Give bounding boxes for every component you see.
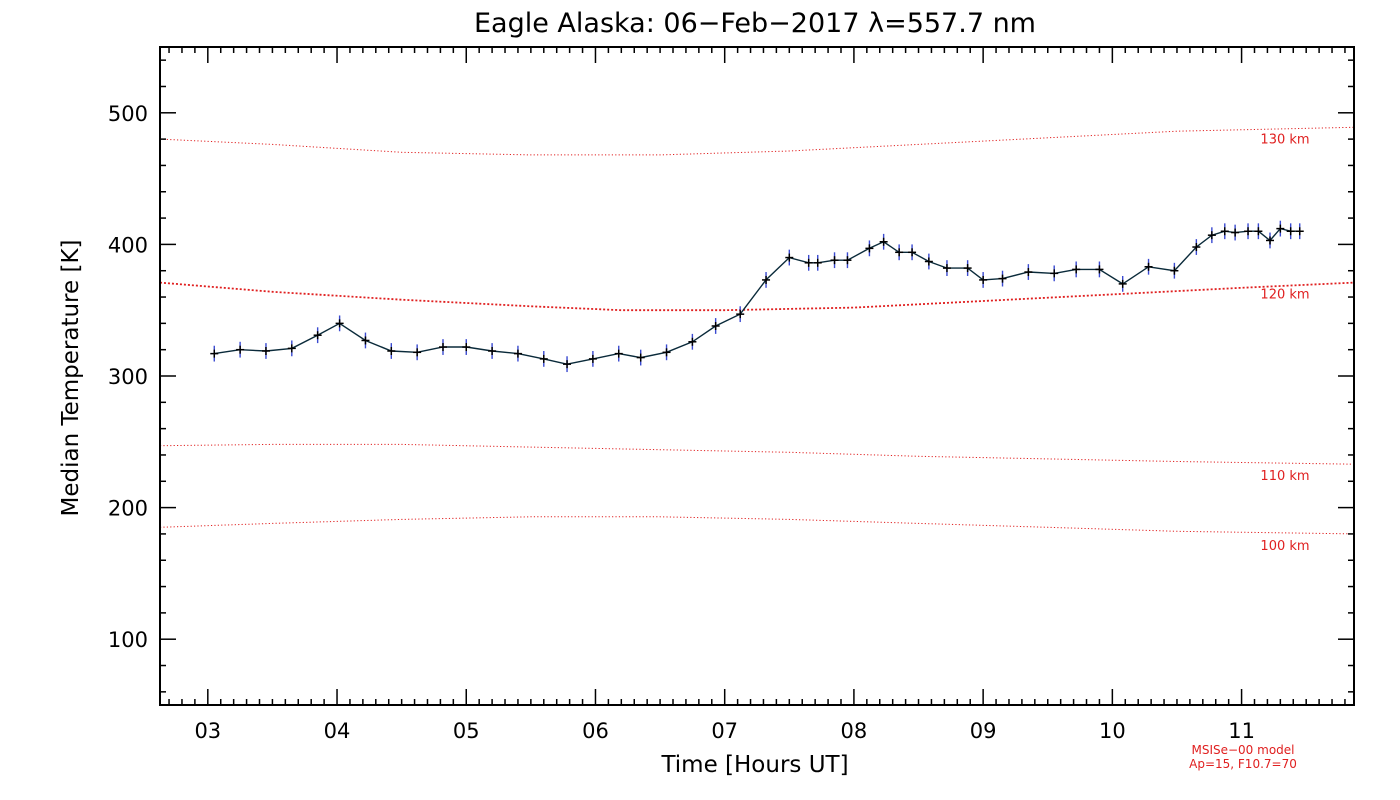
data-point xyxy=(563,360,572,369)
data-point xyxy=(688,337,697,346)
data-point xyxy=(924,257,933,266)
data-point xyxy=(830,256,839,265)
data-point xyxy=(539,354,548,363)
y-axis-label: Median Temperature [K] xyxy=(58,240,84,517)
data-point xyxy=(335,319,344,328)
model-curve-label: 130 km xyxy=(1260,132,1309,147)
data-point xyxy=(879,237,888,246)
data-point xyxy=(804,258,813,267)
series-layer xyxy=(210,220,1304,373)
data-point xyxy=(1072,265,1081,274)
model-curve-100-km xyxy=(159,516,1355,535)
y-tick-label: 200 xyxy=(108,497,148,521)
data-point xyxy=(1095,265,1104,274)
data-point xyxy=(261,346,270,355)
data-point xyxy=(1192,243,1201,252)
data-point xyxy=(1254,227,1263,236)
data-point xyxy=(1295,227,1304,236)
model-curve-label: 110 km xyxy=(1260,469,1309,484)
x-tick-label: 09 xyxy=(970,719,997,743)
x-tick-label: 08 xyxy=(841,719,868,743)
data-point xyxy=(736,310,745,319)
x-tick-label: 10 xyxy=(1099,719,1126,743)
data-point xyxy=(979,275,988,284)
data-point xyxy=(513,349,522,358)
data-point xyxy=(998,274,1007,283)
data-point xyxy=(1170,266,1179,275)
data-point xyxy=(1118,279,1127,288)
data-point xyxy=(462,343,471,352)
data-point xyxy=(963,264,972,273)
data-point xyxy=(1050,269,1059,278)
data-point xyxy=(1144,262,1153,271)
data-point xyxy=(843,256,852,265)
series-line xyxy=(214,227,1300,365)
x-tick-label: 04 xyxy=(324,719,351,743)
data-point xyxy=(1266,236,1275,245)
y-tick-label: 400 xyxy=(108,233,148,257)
data-point xyxy=(488,346,497,355)
data-point xyxy=(711,321,720,330)
data-point xyxy=(588,354,597,363)
data-point xyxy=(1024,268,1033,277)
data-point xyxy=(636,353,645,362)
model-curve-120-km xyxy=(159,281,1355,312)
data-point xyxy=(1244,227,1253,236)
data-point xyxy=(313,331,322,340)
model-curve-130-km xyxy=(159,126,1355,156)
data-point xyxy=(210,349,219,358)
model-curve-label: 100 km xyxy=(1260,539,1309,554)
x-tick-label: 11 xyxy=(1228,719,1255,743)
data-point xyxy=(1286,227,1295,236)
model-curve-label: 120 km xyxy=(1260,288,1309,303)
data-point xyxy=(1231,228,1240,237)
model-curves: 130 km 120 km 110 km 100 km xyxy=(159,126,1355,554)
model-curve-110-km xyxy=(159,443,1355,465)
data-point xyxy=(413,348,422,357)
data-point xyxy=(942,264,951,273)
data-point xyxy=(785,253,794,262)
data-point xyxy=(762,275,771,284)
model-note-line1: MSISe−00 model xyxy=(1191,743,1294,757)
y-tick-label: 300 xyxy=(108,365,148,389)
data-point xyxy=(287,344,296,353)
x-tick-label: 05 xyxy=(453,719,480,743)
data-point xyxy=(908,248,917,257)
data-point xyxy=(236,345,245,354)
y-tick-label: 500 xyxy=(108,102,148,126)
data-point xyxy=(361,336,370,345)
data-point xyxy=(1220,227,1229,236)
data-point xyxy=(865,244,874,253)
x-tick-label: 06 xyxy=(582,719,609,743)
data-point xyxy=(438,343,447,352)
x-tick-label: 07 xyxy=(711,719,738,743)
data-point xyxy=(387,346,396,355)
x-tick-label: 03 xyxy=(194,719,221,743)
chart-title: Eagle Alaska: 06−Feb−2017 λ=557.7 nm xyxy=(474,8,1036,39)
axes: 03 04 05 06 07 08 09 10 11 100 200 300 400 500 xyxy=(108,46,1355,743)
data-point xyxy=(662,348,671,357)
plot-frame xyxy=(159,46,1355,706)
y-tick-label: 100 xyxy=(108,628,148,652)
data-point xyxy=(1207,231,1216,240)
x-axis-label: Time [Hours UT] xyxy=(660,752,848,778)
data-point xyxy=(1276,224,1285,233)
data-point xyxy=(813,258,822,267)
data-point xyxy=(614,349,623,358)
model-note-line2: Ap=15, F10.7=70 xyxy=(1189,757,1297,771)
data-point xyxy=(895,248,904,257)
